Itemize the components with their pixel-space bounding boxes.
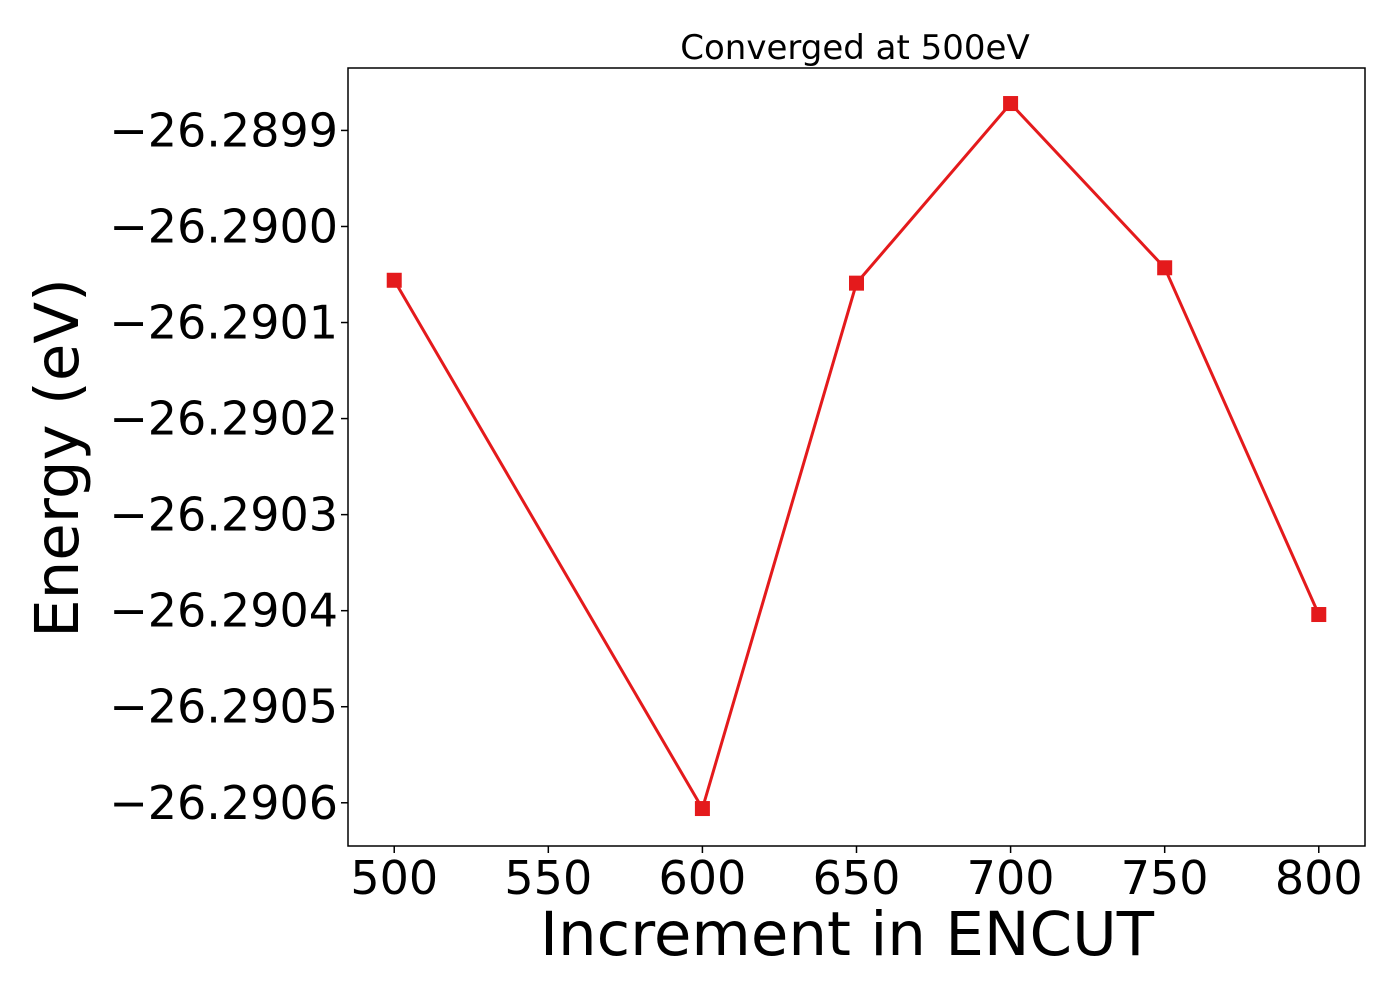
data-point-marker (386, 272, 402, 288)
x-tick-label: 500 (350, 851, 438, 905)
data-point-marker (849, 275, 864, 291)
plot-area (386, 96, 1327, 817)
data-point-marker (1157, 260, 1173, 276)
data-point-marker (694, 801, 710, 817)
x-axis: 500 550 600 650 700 750 800 (350, 846, 1363, 905)
y-tick-label: −26.2901 (109, 296, 338, 350)
y-tick-label: −26.2906 (109, 776, 338, 830)
x-tick-label: 700 (967, 851, 1055, 905)
y-axis-label: Energy (eV) (22, 278, 93, 638)
y-tick-label: −26.2900 (109, 199, 338, 253)
chart-title: Converged at 500eV (680, 28, 1029, 68)
x-tick-label: 800 (1275, 851, 1363, 905)
y-tick-label: −26.2899 (109, 103, 338, 157)
data-point-marker (1311, 607, 1327, 623)
y-tick-label: −26.2902 (109, 392, 338, 446)
x-tick-label: 600 (659, 851, 747, 905)
x-tick-label: 550 (504, 851, 592, 905)
y-tick-label: −26.2904 (109, 584, 338, 638)
y-tick-label: −26.2903 (109, 488, 338, 542)
y-axis: −26.2899 −26.2900 −26.2901 −26.2902 −26.2903… (109, 103, 348, 830)
x-axis-label: Increment in ENCUT (540, 899, 1155, 970)
x-tick-label: 750 (1121, 851, 1209, 905)
y-tick-label: −26.2905 (109, 680, 338, 734)
x-tick-label: 650 (813, 851, 901, 905)
series-line (392, 101, 1321, 813)
data-point-marker (1003, 96, 1019, 112)
plot-frame (347, 67, 1366, 847)
